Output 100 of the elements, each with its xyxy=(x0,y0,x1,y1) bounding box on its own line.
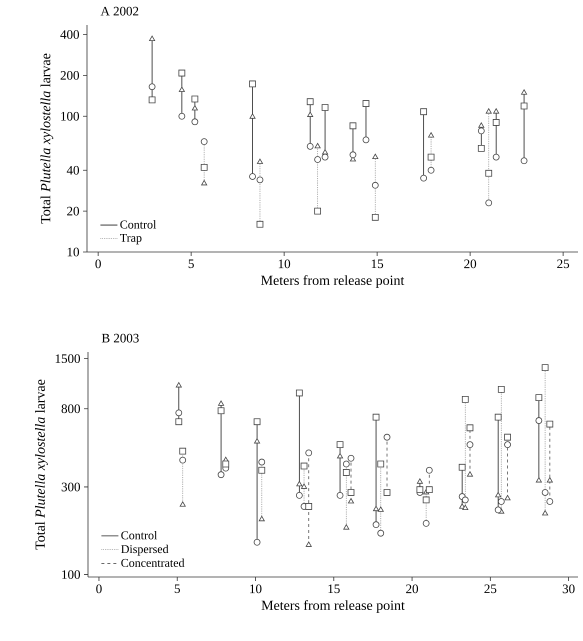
point xyxy=(467,471,473,477)
point xyxy=(504,441,511,448)
point xyxy=(296,480,302,486)
point xyxy=(322,154,328,160)
point xyxy=(420,174,428,182)
y-tick-label: 100 xyxy=(61,112,80,121)
point xyxy=(466,441,474,448)
point xyxy=(428,166,434,174)
point xyxy=(254,538,260,546)
x-tick-label: 10 xyxy=(250,584,262,594)
point xyxy=(422,520,430,527)
legend-label: Control xyxy=(120,220,156,229)
point xyxy=(343,524,350,530)
point xyxy=(542,510,548,516)
chart-title: B 2003 xyxy=(102,334,139,342)
point xyxy=(426,466,433,474)
x-tick-label: 5 xyxy=(188,259,194,268)
point xyxy=(200,164,208,171)
point xyxy=(258,466,266,474)
x-axis-title: Meters from release point xyxy=(262,600,405,613)
point xyxy=(258,516,265,522)
point xyxy=(428,132,434,138)
y-tick-label: 100 xyxy=(62,570,80,579)
point xyxy=(362,100,370,107)
point xyxy=(179,448,186,455)
point xyxy=(307,112,314,117)
point xyxy=(296,390,303,396)
point xyxy=(493,108,500,114)
y-tick-label: 1500 xyxy=(56,354,80,363)
legend-label: Concentrated xyxy=(121,558,184,567)
point xyxy=(314,208,322,215)
point xyxy=(462,504,468,510)
y-tick-label: 200 xyxy=(60,71,80,80)
point xyxy=(178,70,186,76)
x-tick-label: 0 xyxy=(95,259,101,268)
point xyxy=(348,489,354,496)
point xyxy=(306,142,314,150)
point xyxy=(420,108,428,116)
point xyxy=(504,434,511,441)
point xyxy=(546,420,554,428)
point xyxy=(342,460,350,468)
point xyxy=(495,492,502,498)
point xyxy=(176,382,182,388)
point xyxy=(521,89,528,95)
x-tick-label: 20 xyxy=(464,259,476,268)
point xyxy=(175,409,182,416)
point xyxy=(336,492,344,499)
point xyxy=(486,108,492,114)
y-tick-label: 20 xyxy=(67,206,80,216)
point xyxy=(249,173,256,180)
point xyxy=(498,386,505,393)
point xyxy=(536,477,542,482)
point xyxy=(494,506,502,514)
point xyxy=(191,96,198,102)
point xyxy=(218,407,224,414)
point xyxy=(535,417,542,424)
point xyxy=(485,200,492,206)
point xyxy=(520,102,528,110)
point xyxy=(336,441,344,448)
point xyxy=(314,156,322,163)
point xyxy=(377,460,384,468)
point xyxy=(314,142,321,148)
point xyxy=(372,214,379,221)
point xyxy=(350,122,356,130)
point xyxy=(466,424,474,432)
point xyxy=(485,170,492,177)
point xyxy=(498,498,505,505)
point xyxy=(256,220,264,228)
chart-title: A 2002 xyxy=(100,6,138,16)
x-tick-label: 25 xyxy=(557,259,570,268)
y-tick-label: 400 xyxy=(60,30,80,39)
point xyxy=(348,454,354,462)
point xyxy=(372,414,380,421)
point xyxy=(254,438,260,444)
x-tick-label: 5 xyxy=(174,584,180,594)
point xyxy=(256,158,263,164)
point xyxy=(179,456,186,464)
point xyxy=(250,113,256,119)
x-tick-label: 20 xyxy=(406,584,418,594)
y-tick-label: 300 xyxy=(62,482,80,492)
point xyxy=(201,180,208,186)
point xyxy=(520,157,528,164)
y-tick-label: 40 xyxy=(66,166,80,175)
point xyxy=(149,36,156,41)
point xyxy=(148,83,156,90)
point xyxy=(542,489,549,496)
point xyxy=(218,400,224,406)
point xyxy=(362,136,370,144)
point xyxy=(348,498,354,504)
legend-label: Control xyxy=(121,530,158,540)
y-tick-label: 10 xyxy=(68,248,80,256)
point xyxy=(191,118,198,126)
point xyxy=(492,119,500,126)
point xyxy=(426,486,433,494)
point xyxy=(546,498,554,505)
x-tick-label: 30 xyxy=(562,584,575,594)
point xyxy=(462,496,469,504)
x-tick-label: 15 xyxy=(328,584,340,594)
point xyxy=(378,506,384,512)
point xyxy=(494,414,502,421)
